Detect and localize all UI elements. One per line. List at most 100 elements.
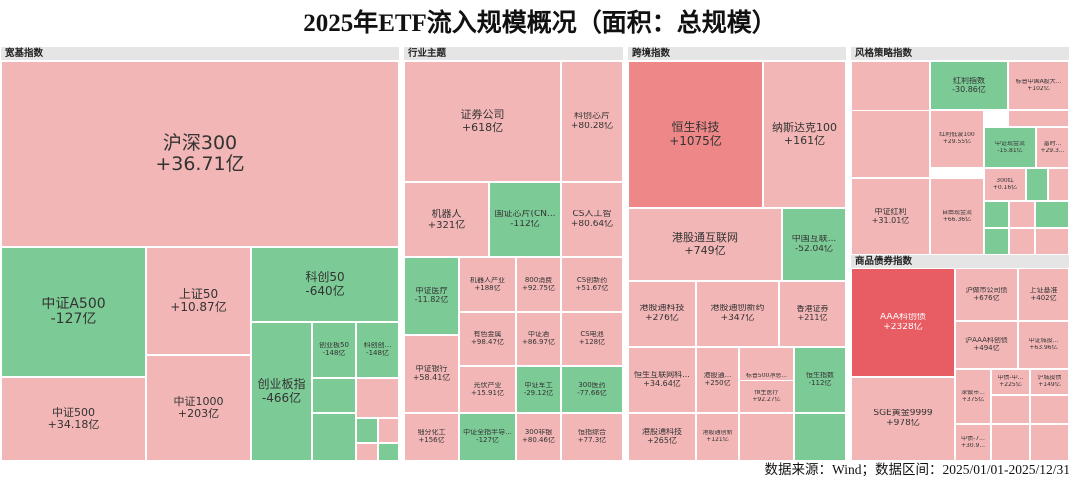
cell-name: 中证A500 [41, 296, 106, 312]
cell-value: +347亿 [720, 314, 755, 323]
treemap-cell: CS创新药 +51.67亿 [561, 257, 623, 312]
cell-value: +31.01亿 [871, 216, 910, 225]
cell-name: CS创新药 [576, 276, 608, 284]
treemap-cell: 中证酒 +86.97亿 [516, 312, 561, 366]
treemap-filler-cell [991, 424, 1030, 461]
treemap-cell: 自由现金流 +66.36亿 [930, 178, 984, 255]
cell-value: -127亿 [50, 312, 97, 327]
cell-name: 恒指综合 [578, 429, 606, 437]
cell-name: 科创50 [305, 271, 345, 285]
cell-value: +34.18亿 [47, 419, 100, 431]
cell-name: 港股通... [703, 372, 732, 380]
treemap-cell: 红利指数 -30.86亿 [930, 61, 1008, 110]
cell-value: +86.97亿 [522, 339, 555, 346]
treemap-cell: 中证军工 -29.12亿 [516, 366, 561, 413]
treemap-cell: 港股通创新 +121亿 [696, 413, 739, 461]
cell-value: +15.91亿 [471, 389, 504, 397]
cell-value: +494亿 [973, 345, 1000, 352]
cell-name: 中债-中... [997, 375, 1024, 382]
cell-value: +265亿 [647, 437, 677, 445]
cell-name: 港股通创新 [702, 430, 733, 437]
cell-name: 科创芯片 [573, 111, 610, 121]
group-header: 风格策略指数 [851, 47, 1069, 60]
cell-value: +618亿 [461, 121, 504, 134]
treemap-filler-cell [312, 413, 356, 461]
cell-value: +250亿 [704, 380, 731, 387]
cell-name: 中债-7... [961, 435, 985, 442]
treemap-cell: 证券公司 +618亿 [404, 61, 561, 182]
cell-name: 恒生互联网科... [634, 371, 690, 380]
cell-value: +156亿 [418, 437, 445, 444]
cell-value: +375亿 [961, 396, 985, 403]
cell-value: -11.82亿 [414, 296, 449, 304]
treemap-cell: 创业板50 -148亿 [312, 322, 356, 378]
cell-value: -640亿 [305, 284, 345, 298]
treemap-cell: 恒生指数 -112亿 [794, 347, 846, 413]
cell-value: +149亿 [1038, 382, 1061, 388]
cell-value: +188亿 [474, 284, 501, 292]
group-header: 宽基指数 [1, 47, 399, 60]
treemap-cell: 恒生科技 +1075亿 [628, 61, 763, 208]
treemap-cell: 科创芯片 +80.28亿 [561, 61, 623, 182]
treemap-cell: 中证全指半导... -127亿 [459, 413, 516, 461]
cell-value: +102亿 [1027, 85, 1050, 92]
treemap-cell: 港股通互联网 +749亿 [628, 208, 782, 281]
treemap-cell: 沪AAA科创债 +494亿 [955, 321, 1018, 369]
treemap-cell: 沪深300 +36.71亿 [1, 61, 399, 247]
cell-name: 有色金属 [473, 331, 502, 339]
treemap-filler-cell [1026, 168, 1048, 201]
cell-value: +161亿 [783, 134, 826, 147]
cell-name: 恒生医疗 [754, 389, 779, 396]
cell-value: -30.86亿 [952, 85, 986, 94]
treemap-cell: 中证医疗 -11.82亿 [404, 257, 459, 335]
cell-name: 港股通互联网 [672, 232, 738, 245]
cell-value: -15.81亿 [997, 147, 1023, 154]
treemap-cell: 沪城投债 +149亿 [1030, 369, 1069, 395]
cell-name: 证券公司 [460, 109, 505, 122]
cell-name: 香港证券 [796, 305, 829, 314]
cell-name: 港股通创新药 [710, 304, 765, 314]
treemap-cell: 中证1000 +203亿 [146, 355, 251, 461]
data-source-note: 数据来源：Wind；数据区间：2025/01/01-2025/12/31 [764, 462, 1070, 477]
cell-name: 中证城投... [1028, 338, 1059, 345]
treemap-filler-cell [984, 228, 1009, 255]
treemap-cell: CS人工智 +80.64亿 [561, 182, 623, 257]
treemap-filler-cell [1030, 424, 1069, 461]
treemap-cell: 恒生互联网科... +34.64亿 [628, 347, 696, 413]
treemap-cell: 上证50 +10.87亿 [146, 247, 251, 355]
cell-name: 中证500 [52, 406, 95, 419]
cell-value: +80.64亿 [570, 219, 614, 229]
cell-value: +1075亿 [669, 134, 722, 148]
cell-name: 科创创... [363, 342, 392, 350]
cell-name: 创业板指 [257, 378, 306, 392]
cell-name: CS电池 [580, 331, 604, 339]
cell-name: 红利低波100 [939, 132, 975, 139]
treemap-cell: 中证银行 +58.41亿 [404, 335, 459, 413]
cell-name: 纳斯达克100 [772, 122, 837, 135]
treemap-cell: 中证城投... +63.96亿 [1018, 321, 1069, 369]
cell-value: +66.36亿 [942, 216, 972, 223]
group-header: 商品债券指数 [851, 255, 1069, 268]
treemap-cell: 恒生医疗 +92.27亿 [739, 380, 794, 413]
cell-value: +30.9... [960, 442, 986, 449]
cell-name: 创业板50 [319, 342, 349, 350]
treemap-cell: 创业板指 -466亿 [251, 322, 312, 461]
treemap-cell: 红利低波100 +29.55亿 [930, 110, 984, 168]
treemap-filler-cell [984, 201, 1009, 228]
cell-name: 机器人产业 [470, 276, 505, 284]
cell-name: 国证芯片(CN... [494, 209, 556, 219]
cell-value: -112亿 [808, 380, 832, 387]
treemap-cell: 中证A500 -127亿 [1, 247, 146, 377]
cell-value: +51.67亿 [575, 284, 609, 292]
cell-name: 上证基准 [1029, 286, 1058, 294]
chart-title: 2025年ETF流入规模概况（面积：总规模） [303, 10, 777, 37]
treemap-cell: 中证500 +34.18亿 [1, 377, 146, 461]
treemap-cell: 香港证券 +211亿 [779, 281, 846, 347]
cell-value: +225亿 [999, 382, 1022, 388]
cell-name: 中证1000 [173, 395, 224, 408]
treemap-cell: 港股通科技 +265亿 [628, 413, 696, 461]
treemap-cell: 国证芯片(CN... -112亿 [489, 182, 561, 257]
cell-name: 300红 [996, 177, 1014, 184]
treemap-cell: 机器人产业 +188亿 [459, 257, 516, 312]
cell-value: -148亿 [366, 350, 389, 357]
